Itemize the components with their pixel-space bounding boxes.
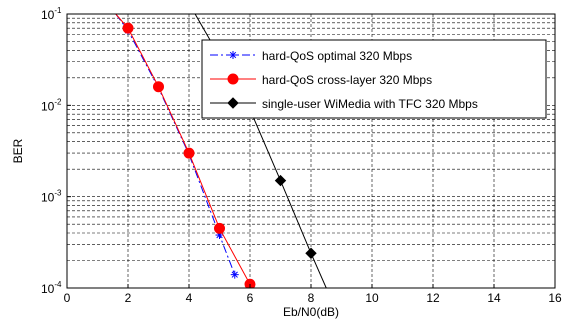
x-axis-label: Eb/N0(dB) — [283, 305, 339, 319]
x-tick-label: 16 — [548, 291, 562, 305]
y-tick-label: 10-3 — [41, 189, 62, 205]
legend-label: hard-QoS optimal 320 Mbps — [262, 49, 412, 63]
x-tick-label: 12 — [426, 291, 440, 305]
data-point-diamond — [274, 174, 287, 187]
legend-box — [201, 39, 547, 119]
legend: hard-QoS optimal 320 Mbps hard-QoS cross-… — [201, 39, 547, 119]
axis-ticks: 0 2 4 6 8 10 12 14 16 10-4 10-3 10-2 10-1 — [41, 6, 562, 305]
x-tick-label: 2 — [125, 291, 132, 305]
asterisk-stroke — [229, 51, 237, 59]
y-tick-label: 10-1 — [41, 6, 62, 22]
y-axis-label: BER — [11, 138, 25, 163]
legend-label: hard-QoS cross-layer 320 Mbps — [262, 73, 432, 87]
grid-lines — [67, 14, 555, 288]
data-point-diamond — [305, 247, 317, 259]
data-point-circle — [153, 81, 164, 93]
x-tick-label: 8 — [308, 291, 315, 305]
asterisk-stroke — [231, 271, 238, 278]
x-tick-label: 6 — [247, 291, 254, 305]
data-point-circle — [122, 22, 134, 34]
data-point-asterisk — [230, 270, 239, 279]
data-point-circle — [214, 222, 225, 234]
x-tick-label: 4 — [186, 291, 193, 305]
x-tick-label: 10 — [365, 291, 379, 305]
data-point-circle — [183, 147, 195, 159]
data-point-circle — [227, 73, 239, 85]
data-point-asterisk — [229, 51, 237, 59]
data-point-circle — [244, 278, 256, 288]
data-point-diamond — [227, 97, 239, 109]
y-tick-label: 10-2 — [41, 97, 62, 113]
x-tick-label: 14 — [487, 291, 501, 305]
x-tick-label: 0 — [64, 291, 71, 305]
y-tick-label: 10-4 — [41, 280, 62, 296]
legend-label: single-user WiMedia with TFC 320 Mbps — [262, 97, 478, 111]
